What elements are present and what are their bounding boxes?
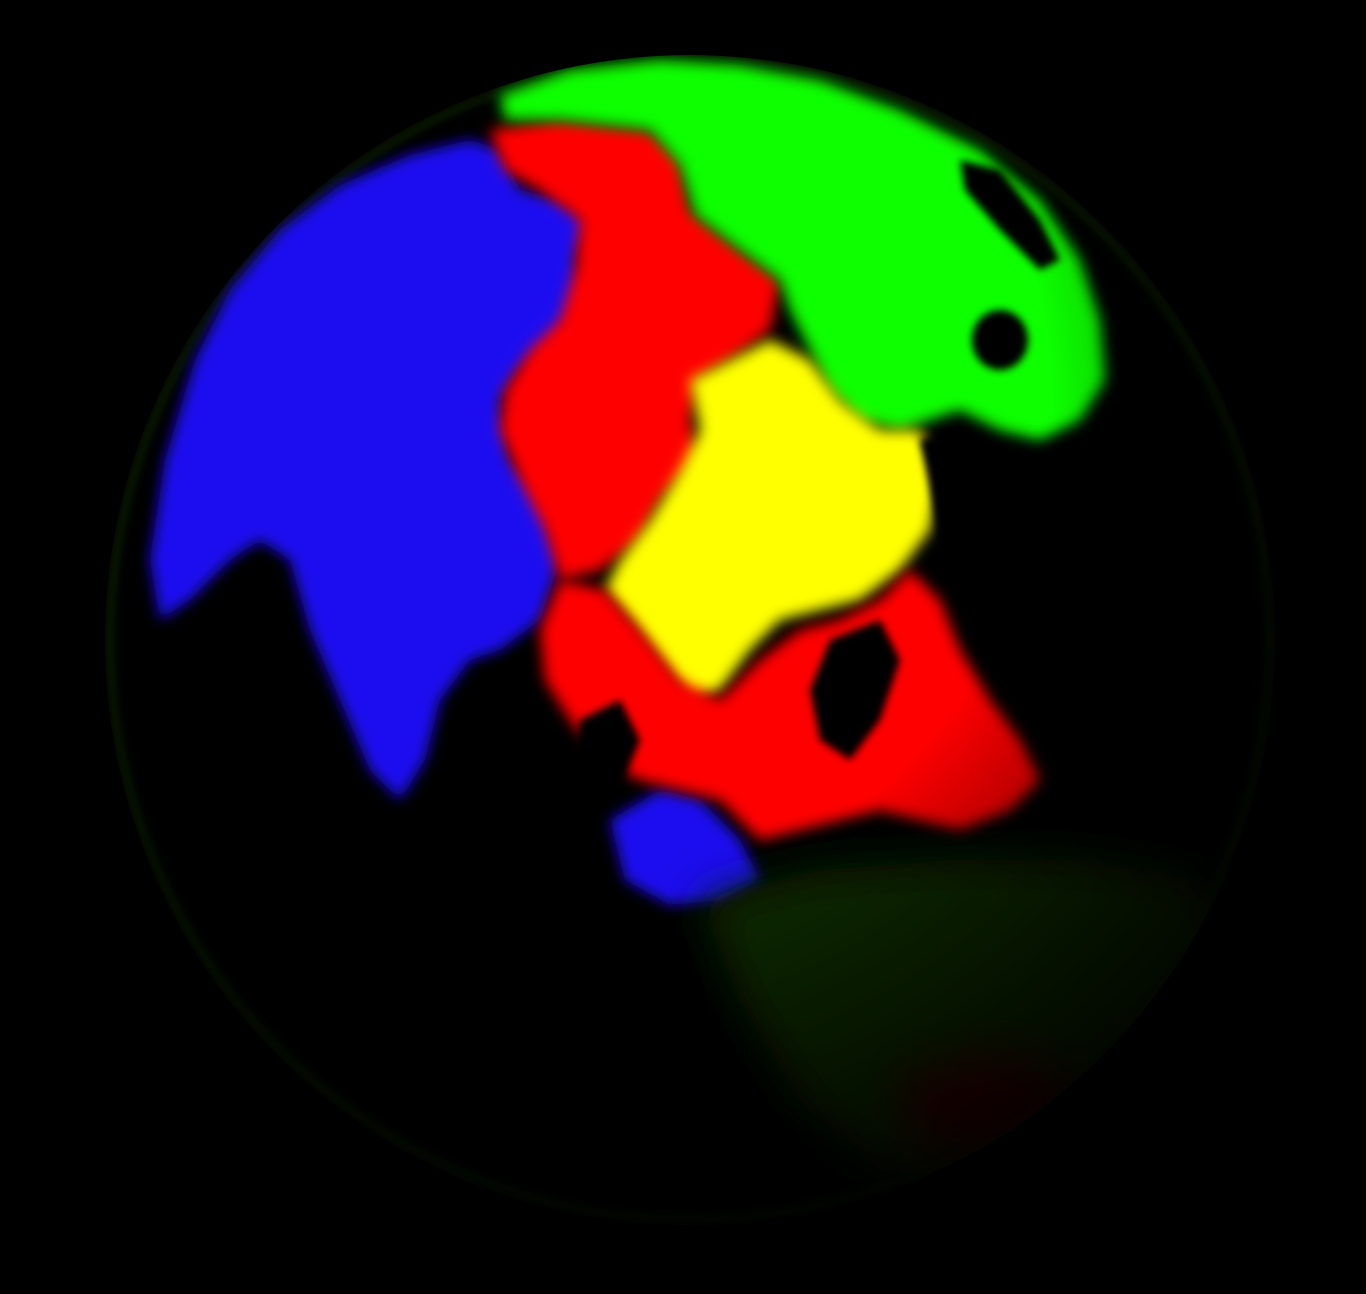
globe-shading — [105, 55, 1275, 1225]
globe-surface — [105, 55, 1275, 1225]
